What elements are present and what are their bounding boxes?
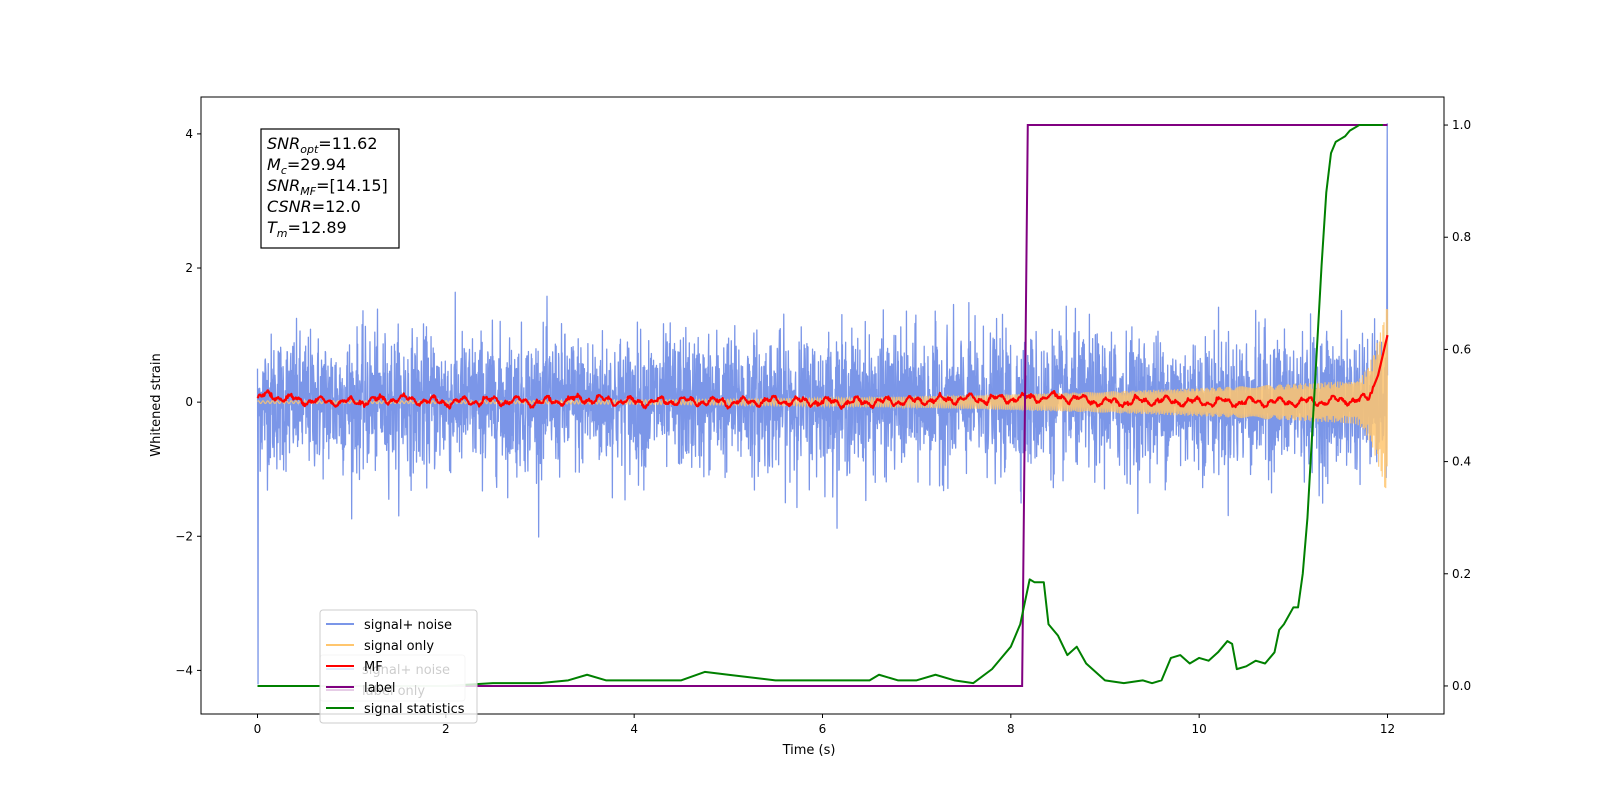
annotation-line: CSNR=12.0 [267, 197, 361, 216]
y-tick-label-right: 0.6 [1452, 342, 1471, 356]
y-axis-label: Whitened strain [149, 353, 164, 456]
annotation-line: Mc=29.94 [267, 155, 346, 177]
x-tick-label: 2 [442, 722, 450, 736]
annotation-line: SNRopt=11.62 [267, 134, 378, 156]
x-tick-label: 8 [1007, 722, 1015, 736]
x-tick-label: 12 [1380, 722, 1395, 736]
axes-layer: 0 2 4 6 8 10 12 −4 −2 0 2 4 0.0 0.2 0.4 0.6 0.8 1.0 [175, 118, 1471, 736]
y-tick-label-right: 0.2 [1452, 567, 1471, 581]
annotation-box: SNRopt=11.62Mc=29.94SNRMF=[14.15]CSNR=12… [260, 128, 400, 249]
x-tick-label: 10 [1192, 722, 1207, 736]
series-layer [256, 123, 1389, 687]
y-tick-label-right: 0.8 [1452, 230, 1471, 244]
y-tick-label-right: 1.0 [1452, 118, 1471, 132]
legend-frame [319, 609, 478, 724]
legend-label: label [364, 681, 395, 696]
y-tick-label-left: 0 [185, 395, 193, 409]
annotation-frame [260, 128, 400, 249]
series-signal-statistics [257, 124, 1383, 687]
annotation-line: Tm=12.89 [267, 218, 347, 240]
series-mf [256, 334, 1389, 410]
legend-label: signal statistics [364, 702, 465, 717]
legend-label: MF [364, 660, 383, 675]
legend: signal+ noiselabel onlysignal+ noisesign… [319, 609, 478, 724]
y-tick-label-left: −2 [175, 529, 193, 543]
x-tick-label: 4 [630, 722, 638, 736]
y-tick-label-right: 0.4 [1452, 455, 1471, 469]
y-tick-label-left: 4 [185, 127, 193, 141]
y-tick-label-right: 0.0 [1452, 679, 1471, 693]
legend-label: signal only [364, 639, 434, 654]
x-tick-label: 0 [254, 722, 262, 736]
y-tick-label-left: −4 [175, 663, 193, 677]
legend-label: signal+ noise [364, 618, 452, 633]
x-tick-label: 6 [819, 722, 827, 736]
y-tick-label-left: 2 [185, 261, 193, 275]
series-label [257, 124, 1388, 687]
annotation-line: SNRMF=[14.15] [267, 176, 388, 198]
x-axis-label: Time (s) [782, 743, 836, 758]
